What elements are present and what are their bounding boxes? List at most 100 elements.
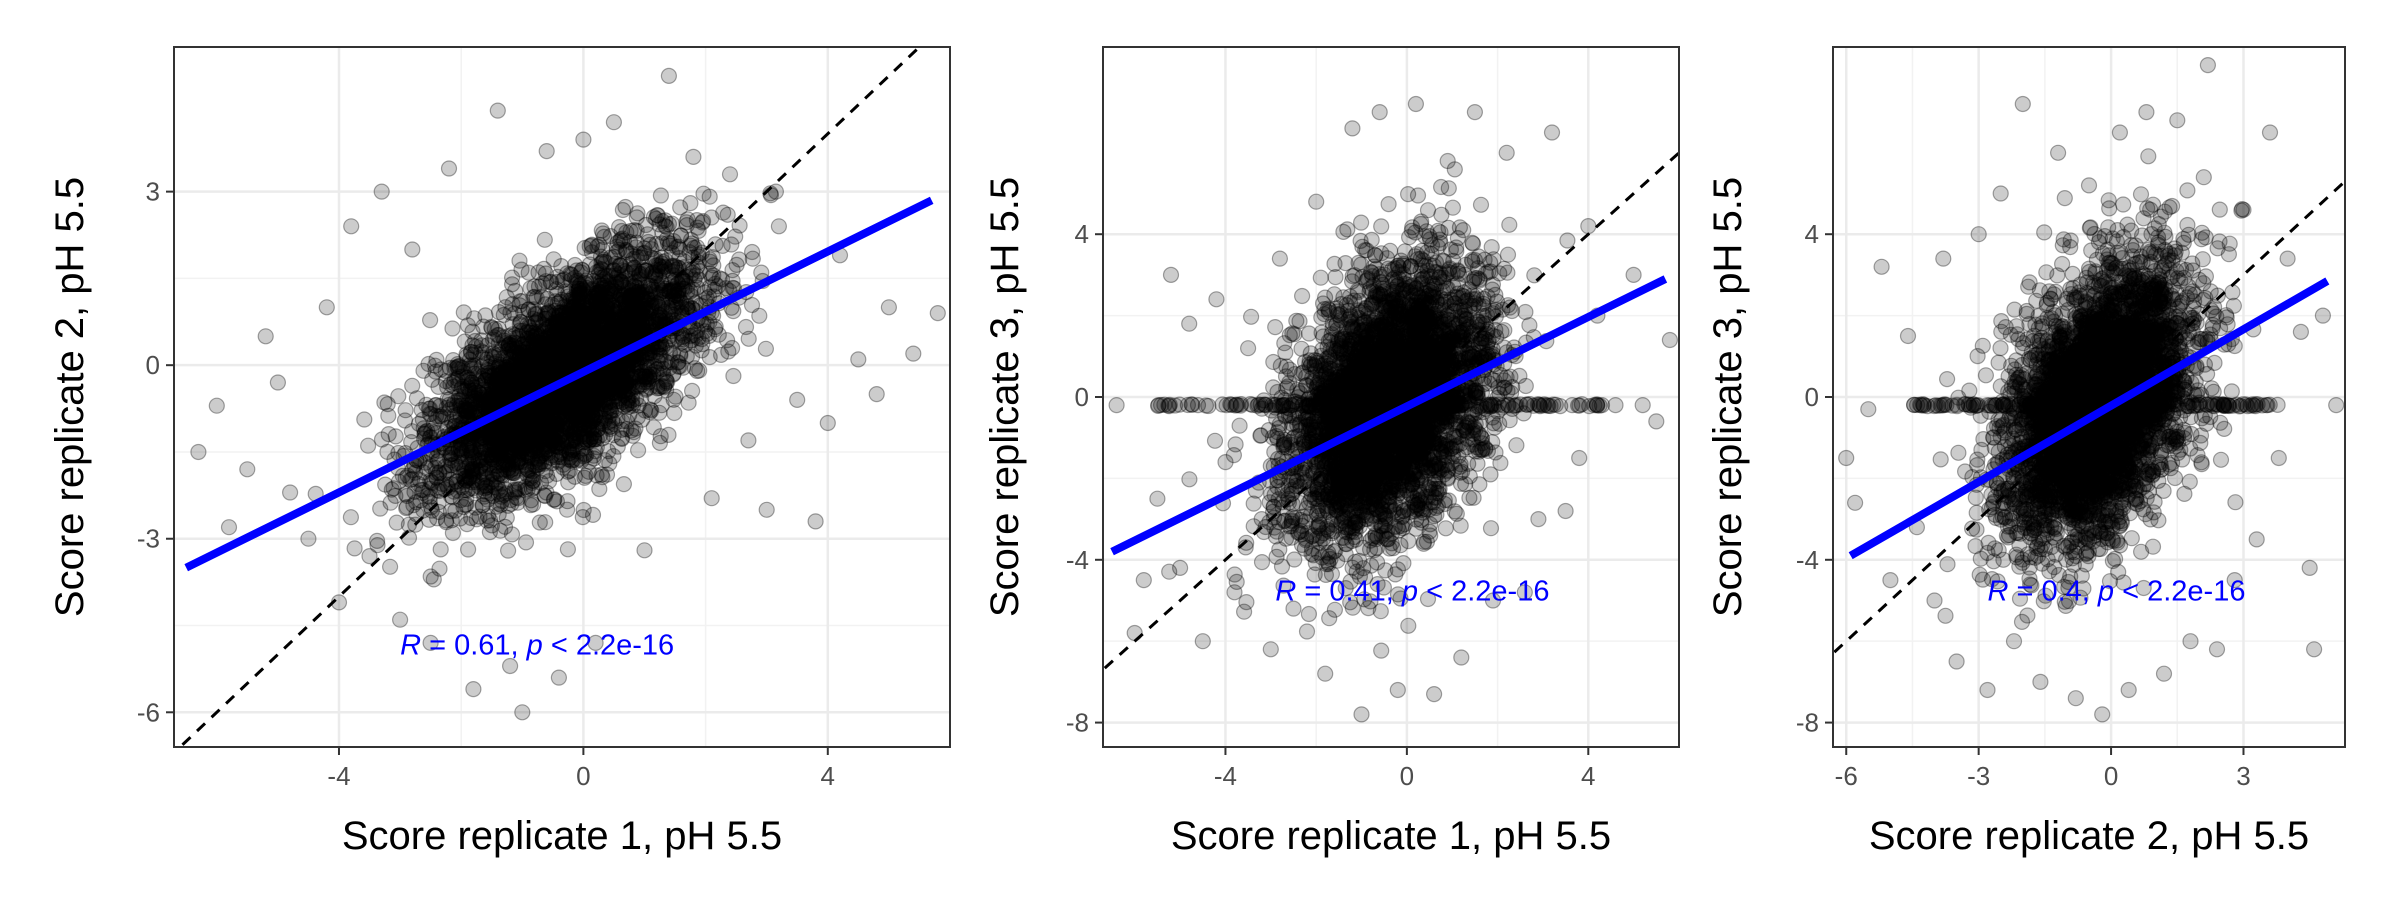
data-point — [563, 431, 581, 449]
data-point — [516, 428, 534, 445]
data-point — [536, 354, 553, 372]
data-point — [530, 355, 547, 373]
data-point — [474, 497, 491, 514]
data-point — [588, 294, 605, 311]
data-point — [500, 337, 517, 355]
data-point — [508, 489, 525, 506]
data-point — [602, 402, 619, 419]
data-point — [601, 397, 618, 414]
data-point — [577, 332, 594, 349]
data-point — [498, 369, 515, 386]
data-point — [511, 350, 528, 367]
data-point — [456, 382, 473, 399]
data-point — [505, 428, 522, 445]
data-point — [505, 378, 522, 395]
data-point — [721, 166, 739, 183]
data-point — [561, 298, 578, 315]
data-point — [542, 327, 559, 344]
data-point — [602, 283, 619, 300]
data-point — [490, 391, 507, 408]
data-point — [582, 299, 600, 316]
data-point — [456, 399, 473, 417]
data-point — [521, 319, 538, 336]
data-point — [486, 394, 504, 411]
data-point — [525, 338, 542, 355]
data-point — [673, 280, 691, 297]
data-point — [318, 299, 335, 316]
data-point — [550, 453, 567, 470]
data-point — [522, 347, 540, 364]
data-point — [582, 431, 599, 448]
data-point — [574, 415, 591, 433]
data-point — [634, 284, 651, 301]
data-point — [539, 364, 556, 381]
data-point — [554, 396, 571, 413]
data-point — [404, 241, 421, 258]
data-point — [618, 243, 635, 260]
data-point — [607, 323, 625, 340]
data-point — [621, 380, 638, 397]
data-point — [1298, 623, 1316, 640]
data-point — [503, 343, 520, 360]
data-point — [568, 340, 586, 358]
data-point — [432, 541, 449, 558]
data-point — [625, 424, 642, 441]
data-point — [631, 266, 649, 283]
data-point — [581, 328, 598, 345]
data-point — [640, 277, 657, 294]
data-point — [639, 226, 656, 243]
data-point — [552, 388, 569, 405]
data-point — [555, 331, 572, 348]
data-point — [443, 512, 460, 529]
data-point — [465, 443, 482, 460]
data-point — [504, 326, 521, 343]
data-point — [561, 386, 578, 403]
data-point — [606, 267, 623, 284]
data-point — [613, 380, 630, 397]
data-point — [522, 492, 540, 509]
data-point — [525, 365, 542, 382]
data-point — [495, 306, 512, 323]
data-point — [520, 461, 537, 478]
data-point — [581, 421, 598, 438]
data-point — [626, 356, 644, 373]
data-point — [583, 420, 600, 437]
data-point — [642, 277, 660, 294]
data-point — [572, 381, 590, 398]
data-point — [549, 407, 566, 424]
y-tick-label: 0 — [146, 350, 160, 380]
data-point — [598, 366, 615, 383]
data-point — [539, 342, 557, 359]
data-point — [648, 275, 666, 292]
data-point — [540, 360, 557, 377]
data-point — [521, 462, 538, 479]
data-point — [576, 325, 593, 342]
data-point — [551, 415, 568, 432]
data-point — [564, 389, 582, 406]
data-point — [660, 216, 678, 233]
data-point — [517, 409, 534, 426]
data-point — [577, 308, 595, 325]
data-point — [585, 425, 602, 442]
data-point — [664, 345, 682, 362]
data-point — [668, 292, 686, 309]
data-point — [581, 379, 598, 396]
data-point — [693, 342, 710, 359]
data-point — [547, 351, 565, 368]
data-point — [468, 395, 485, 412]
data-point — [495, 422, 512, 439]
data-point — [562, 317, 579, 334]
data-point — [635, 318, 652, 335]
data-point — [637, 262, 654, 279]
data-point — [511, 368, 528, 385]
data-point — [388, 514, 405, 531]
data-point — [553, 258, 570, 275]
data-point — [480, 367, 497, 385]
data-point — [549, 341, 566, 358]
data-point — [532, 410, 549, 427]
data-point — [731, 251, 748, 268]
data-point — [500, 422, 518, 439]
data-point — [483, 348, 500, 365]
data-point — [698, 316, 715, 333]
data-point — [511, 370, 528, 387]
